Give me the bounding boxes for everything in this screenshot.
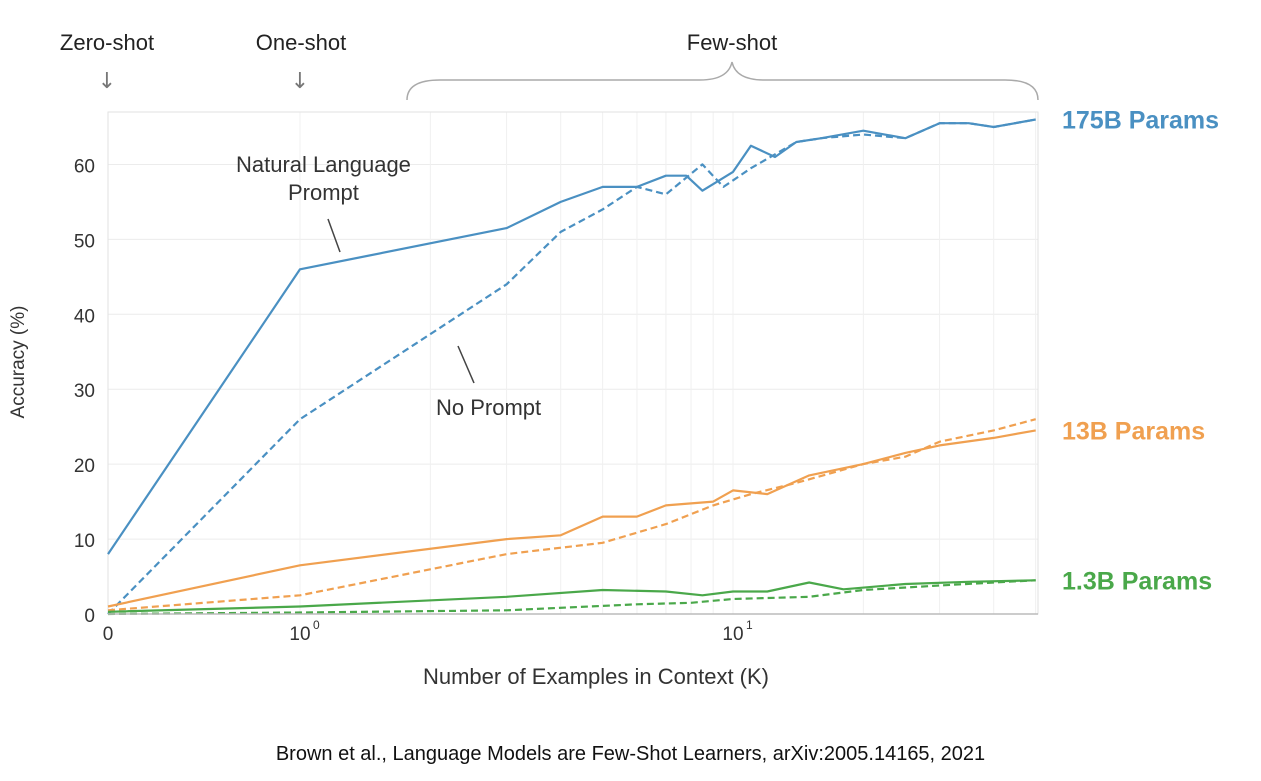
no-prompt-pointer xyxy=(457,345,475,384)
series-layer xyxy=(107,118,1036,616)
y-tick-label: 0 xyxy=(84,606,95,627)
few-shot-label: Few-shot xyxy=(687,30,777,55)
y-axis-ticks: 0 10 20 30 40 50 60 xyxy=(74,156,95,627)
x-tick-exponent: 1 xyxy=(746,618,753,632)
y-tick-label: 60 xyxy=(74,156,95,177)
x-tick-label: 10 xyxy=(722,624,743,645)
natural-language-annotation-line1: Natural Language xyxy=(236,152,411,177)
series-line-1-3b-params-dashed xyxy=(107,579,1036,616)
series-line-1-3b-params-solid xyxy=(107,579,1036,613)
y-tick-label: 50 xyxy=(74,231,95,252)
y-tick-label: 40 xyxy=(74,306,95,327)
no-prompt-annotation: No Prompt xyxy=(436,395,542,420)
x-tick-exponent: 0 xyxy=(313,618,320,632)
x-axis-ticks: 0 10 0 10 1 xyxy=(103,618,753,645)
group-label-13b-params: 13B Params xyxy=(1062,417,1205,445)
zero-shot-label: Zero-shot xyxy=(60,30,154,55)
series-line-13b-params-dashed xyxy=(107,418,1036,612)
figure-caption: Brown et al., Language Models are Few-Sh… xyxy=(275,743,986,765)
natural-language-annotation-line2: Prompt xyxy=(288,180,359,205)
group-label-1-3b-params: 1.3B Params xyxy=(1062,567,1212,595)
x-axis-label: Number of Examples in Context (K) xyxy=(423,664,769,689)
group-labels: 175B Params 13B Params 1.3B Params xyxy=(1062,106,1219,595)
chart-grid xyxy=(108,112,1038,614)
group-label-175b-params: 175B Params xyxy=(1062,106,1219,134)
x-tick-label: 0 xyxy=(103,624,114,645)
series-line-175b-params-dashed xyxy=(107,118,1036,615)
y-tick-label: 20 xyxy=(74,456,95,477)
one-shot-arrow: ↓ xyxy=(291,69,309,94)
x-tick-label: 10 xyxy=(289,624,310,645)
natural-language-pointer xyxy=(327,218,341,253)
y-axis-label: Accuracy (%) xyxy=(8,306,29,419)
y-tick-label: 10 xyxy=(74,531,95,552)
y-tick-label: 30 xyxy=(74,381,95,402)
zero-shot-arrow: ↓ xyxy=(98,69,116,94)
few-shot-brace xyxy=(406,61,1039,101)
series-line-13b-params-solid xyxy=(107,429,1036,608)
series-line-175b-params-solid xyxy=(107,118,1036,555)
one-shot-label: One-shot xyxy=(256,30,347,55)
